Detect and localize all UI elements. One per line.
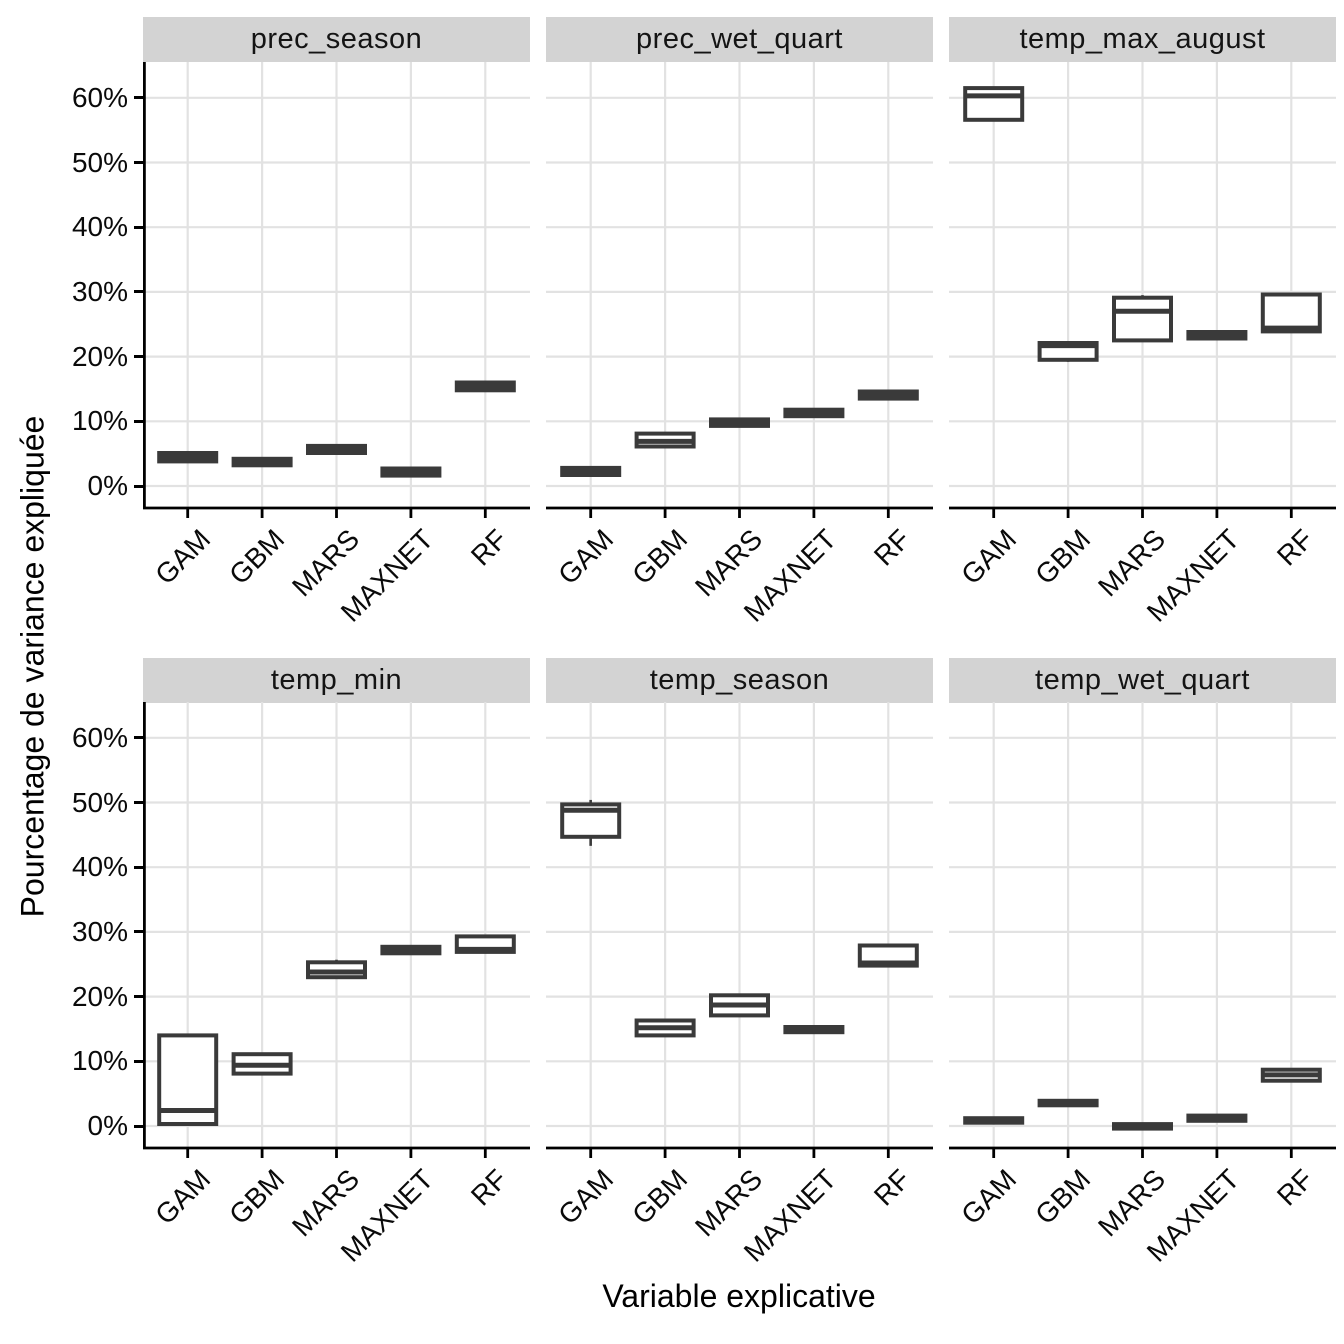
facet-strip-temp-min: temp_min <box>143 658 530 703</box>
y-tick-label: 10% <box>71 1045 128 1077</box>
y-tick-mark <box>134 161 143 164</box>
y-tick-label: 50% <box>71 146 128 178</box>
y-tick-label: 20% <box>71 340 128 372</box>
x-tick-label-gam: GAM <box>148 523 216 591</box>
panel-temp-season <box>546 702 933 1158</box>
x-tick-label-gam: GAM <box>148 1163 216 1231</box>
y-tick-mark <box>134 96 143 100</box>
panel-temp-max-august <box>949 62 1336 518</box>
y-axis-title: Pourcentage de variance expliquée <box>14 415 51 918</box>
panel-temp-min <box>143 702 530 1158</box>
x-tick-label-gbm: GBM <box>223 1163 291 1231</box>
y-tick-mark <box>134 930 143 934</box>
x-tick-label-gam: GAM <box>551 1163 619 1231</box>
y-tick-mark <box>134 801 143 804</box>
facet-strip-temp-max-august: temp_max_august <box>949 17 1336 62</box>
y-tick-label: 30% <box>71 275 128 307</box>
x-tick-label-rf: RF <box>465 1163 514 1212</box>
y-tick-mark <box>134 865 143 869</box>
panel-prec-wet-quart <box>546 62 933 518</box>
y-tick-label: 60% <box>71 721 128 753</box>
y-tick-mark <box>134 484 143 488</box>
y-tick-label: 30% <box>71 915 128 947</box>
x-tick-label-gbm: GBM <box>626 523 694 591</box>
y-tick-mark <box>134 225 143 229</box>
x-tick-label-gbm: GBM <box>626 1163 694 1231</box>
facet-strip-temp-season: temp_season <box>546 658 933 703</box>
x-tick-label-gam: GAM <box>954 1163 1022 1231</box>
x-tick-label-gam: GAM <box>551 523 619 591</box>
y-tick-label: 40% <box>71 211 128 243</box>
y-tick-mark <box>134 1059 143 1063</box>
x-tick-label-gbm: GBM <box>1029 1163 1097 1231</box>
y-tick-mark <box>134 419 143 423</box>
x-tick-label-rf: RF <box>1271 1163 1320 1212</box>
y-tick-label: 0% <box>87 1110 128 1141</box>
x-tick-label-gbm: GBM <box>1029 523 1097 591</box>
y-tick-mark <box>134 736 143 740</box>
facet-strip-temp-wet-quart: temp_wet_quart <box>949 658 1336 703</box>
y-tick-mark <box>134 1124 143 1128</box>
y-tick-mark <box>134 995 143 999</box>
y-tick-label: 0% <box>87 470 128 501</box>
facet-strip-prec-wet-quart: prec_wet_quart <box>546 17 933 62</box>
x-tick-label-rf: RF <box>868 1163 917 1212</box>
y-tick-label: 10% <box>71 405 128 437</box>
y-tick-label: 60% <box>71 81 128 113</box>
y-tick-mark <box>134 355 143 359</box>
facet-strip-prec-season: prec_season <box>143 17 530 62</box>
x-tick-label-rf: RF <box>465 523 514 572</box>
x-tick-label-gbm: GBM <box>223 523 291 591</box>
x-axis-title: Variable explicative <box>602 1278 876 1314</box>
panel-prec-season <box>143 62 530 518</box>
y-tick-label: 50% <box>71 786 128 818</box>
y-tick-label: 40% <box>71 851 128 883</box>
x-tick-label-rf: RF <box>1271 523 1320 572</box>
x-tick-label-rf: RF <box>868 523 917 572</box>
y-tick-mark <box>134 290 143 294</box>
y-tick-label: 20% <box>71 980 128 1012</box>
x-tick-label-gam: GAM <box>954 523 1022 591</box>
panel-temp-wet-quart <box>949 702 1336 1158</box>
